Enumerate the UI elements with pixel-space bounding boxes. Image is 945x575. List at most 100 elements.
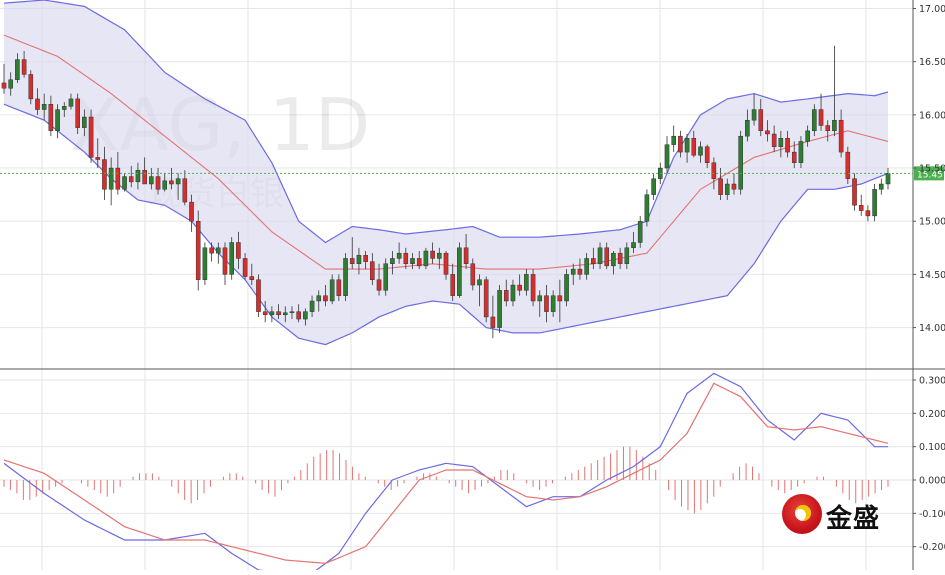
candle-body-91 (611, 252, 616, 267)
candle-body-14 (95, 157, 101, 160)
candle-body-62 (416, 258, 422, 267)
candle-body-60 (403, 252, 409, 264)
candle-body-27 (182, 178, 188, 203)
candle-body-84 (564, 274, 569, 302)
candle-body-23 (155, 176, 161, 190)
candle-84 (564, 269, 569, 307)
candle-body-77 (517, 284, 522, 291)
candle-114 (765, 120, 770, 142)
candle-99 (664, 136, 670, 174)
candle-29 (195, 210, 201, 291)
candle-body-6 (41, 104, 47, 110)
candle-8 (55, 104, 60, 139)
candle-body-48 (323, 295, 328, 302)
candle-73 (490, 295, 496, 339)
candle-59 (396, 242, 402, 264)
macd-tick-label-3: 0.000 (919, 476, 945, 487)
candle-body-30 (202, 247, 208, 280)
candle-body-29 (195, 221, 201, 280)
candle-body-113 (758, 109, 764, 132)
candle-body-34 (229, 242, 234, 275)
price-tick-label-6: 17.00 (919, 4, 945, 15)
candle-body-130 (872, 189, 877, 217)
candle-75 (503, 279, 509, 307)
candle-32 (216, 242, 221, 264)
candle-body-68 (457, 247, 462, 296)
price-tick-label-1: 14.50 (919, 270, 945, 281)
candle-48 (323, 285, 328, 307)
candle-70 (470, 258, 476, 291)
last-price-label: 15.45 (917, 170, 943, 180)
price-tick-label-2: 15.00 (919, 217, 945, 228)
candle-body-49 (329, 279, 335, 302)
candle-76 (510, 279, 516, 307)
candle-30 (202, 242, 208, 286)
candle-10 (68, 93, 74, 110)
candle-body-132 (885, 173, 891, 185)
candle-116 (778, 130, 784, 158)
candle-body-61 (410, 258, 415, 264)
candle-125 (838, 109, 844, 158)
candle-103 (691, 130, 697, 158)
candle-body-127 (852, 178, 857, 206)
candle-110 (738, 130, 743, 195)
candle-body-126 (845, 151, 851, 179)
candle-body-11 (75, 98, 80, 128)
candle-33 (222, 242, 228, 286)
candle-body-95 (637, 221, 643, 243)
candle-36 (242, 253, 248, 280)
candle-51 (343, 253, 348, 301)
candle-body-59 (396, 252, 402, 259)
candle-body-128 (858, 205, 864, 211)
candle-131 (879, 178, 884, 195)
candle-body-116 (778, 138, 784, 147)
candle-25 (169, 168, 174, 190)
candle-69 (463, 233, 469, 270)
candle-body-13 (88, 116, 94, 158)
candle-89 (597, 242, 603, 270)
candle-body-66 (443, 252, 449, 275)
candle-body-35 (236, 242, 241, 259)
candle-86 (577, 258, 583, 280)
candle-body-131 (879, 183, 884, 190)
price-tick-label-3: 15.50 (919, 164, 945, 175)
candle-78 (524, 269, 529, 296)
candle-105 (704, 144, 710, 169)
candle-34 (229, 237, 234, 280)
candle-body-70 (470, 263, 476, 286)
candle-41 (276, 304, 281, 320)
candle-body-52 (349, 258, 355, 264)
candle-90 (604, 242, 610, 270)
candle-body-92 (617, 252, 623, 264)
candle-55 (370, 253, 375, 286)
candle-body-44 (296, 311, 301, 320)
candle-body-31 (209, 247, 214, 254)
logo-icon (782, 494, 822, 534)
candle-body-78 (524, 274, 529, 291)
candle-body-55 (370, 261, 375, 280)
candle-12 (82, 109, 87, 137)
candle-94 (631, 231, 636, 254)
candle-45 (303, 308, 308, 326)
candle-body-110 (738, 135, 743, 190)
candle-88 (591, 247, 596, 270)
candle-body-51 (343, 258, 348, 296)
candle-95 (637, 215, 643, 248)
macd-line (3, 372, 888, 574)
candle-body-42 (282, 312, 288, 316)
candle-body-8 (55, 109, 60, 132)
candle-39 (262, 300, 268, 323)
candle-124 (832, 45, 837, 137)
candle-80 (537, 290, 543, 317)
candle-64 (430, 242, 435, 264)
price-tick-label-4: 16.00 (919, 110, 945, 121)
candlesticks (1, 45, 891, 339)
candle-82 (550, 290, 556, 317)
candle-body-32 (216, 247, 221, 254)
candle-53 (356, 247, 362, 275)
candle-body-121 (812, 109, 817, 132)
candle-87 (584, 253, 589, 280)
candle-body-65 (437, 252, 442, 259)
candle-body-47 (316, 295, 322, 302)
candle-body-1 (8, 79, 13, 89)
